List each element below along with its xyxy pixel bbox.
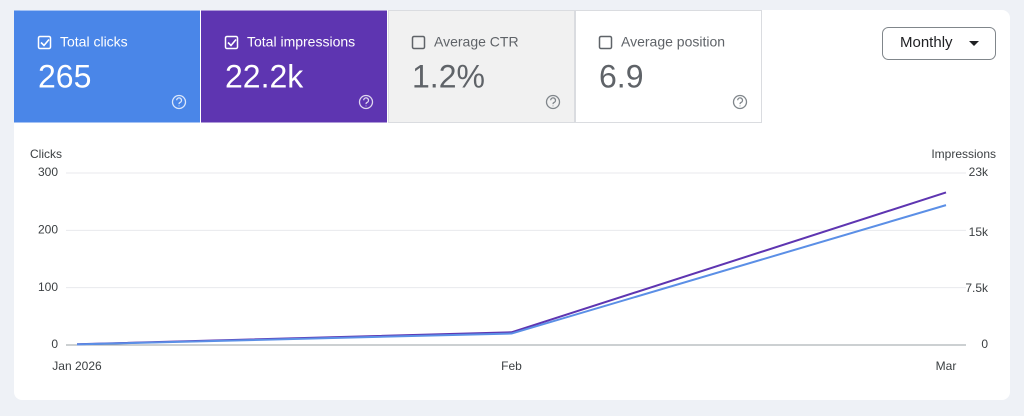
metric-value: 6.9 <box>599 58 643 94</box>
help-icon[interactable] <box>545 94 561 110</box>
x-tick-label: Feb <box>501 359 522 373</box>
dropdown-arrow <box>969 41 979 46</box>
y2-tick-label: 0 <box>981 337 988 351</box>
y2-tick-label: 7.5k <box>965 281 989 295</box>
checkbox[interactable] <box>37 35 52 50</box>
help-icon-mark <box>550 97 557 107</box>
y2-tick-label: 23k <box>969 165 989 179</box>
y-tick-label: 0 <box>51 337 58 351</box>
help-icon[interactable] <box>171 94 187 110</box>
metric-value: 1.2% <box>412 58 485 94</box>
help-icon-mark <box>737 97 744 107</box>
y-tick-label: 300 <box>38 165 58 179</box>
dropdown-box[interactable] <box>882 27 996 60</box>
x-tick-label: Jan 2026 <box>52 359 102 373</box>
metric-label: Average position <box>621 34 725 50</box>
help-icon-mark <box>363 97 370 107</box>
checkbox[interactable] <box>598 35 613 50</box>
metric-card[interactable] <box>575 10 762 123</box>
metric-label: Total clicks <box>60 34 128 50</box>
y-axis-title: Clicks <box>30 147 62 161</box>
metric-label: Total impressions <box>247 34 355 50</box>
x-tick-label: Mar <box>936 359 957 373</box>
metric-value: 22.2k <box>225 58 304 94</box>
checkmark <box>227 38 237 47</box>
period-dropdown[interactable]: Monthly <box>882 27 996 60</box>
checkmark <box>40 38 50 47</box>
series-line <box>76 204 947 346</box>
metric-value: 265 <box>38 58 91 94</box>
y2-tick-label: 15k <box>969 225 989 239</box>
y-tick-label: 100 <box>38 280 58 294</box>
checkbox[interactable] <box>411 35 426 50</box>
help-icon[interactable] <box>732 94 748 110</box>
y-tick-label: 200 <box>38 223 58 237</box>
checkbox[interactable] <box>224 35 239 50</box>
metric-label: Average CTR <box>434 34 519 50</box>
help-icon[interactable] <box>358 94 374 110</box>
dropdown-label[interactable]: Monthly <box>900 34 953 51</box>
metric-card[interactable] <box>14 10 200 123</box>
metric-card[interactable] <box>388 10 575 123</box>
y2-axis-title: Impressions <box>931 147 996 161</box>
help-icon-mark <box>176 97 183 107</box>
metric-card[interactable] <box>201 10 387 123</box>
